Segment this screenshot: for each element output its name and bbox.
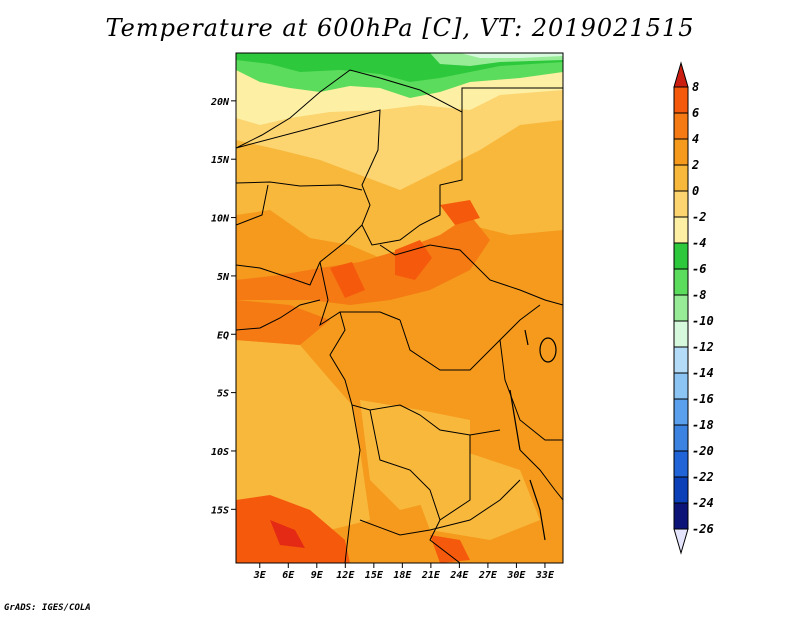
longitude-axis: 3E 6E 9E 12E 15E 18E 21E 24E 27E 30E 33E bbox=[253, 563, 555, 581]
colorbar-label: -12 bbox=[692, 340, 714, 354]
colorbar-swatch bbox=[673, 450, 689, 478]
lon-tick-label: 33E bbox=[535, 570, 555, 581]
colorbar-label: -26 bbox=[692, 522, 714, 536]
colorbar-swatch bbox=[673, 268, 689, 296]
lat-tick-label: 10N bbox=[211, 214, 230, 225]
colorbar-swatch bbox=[673, 164, 689, 192]
colorbar-label: -4 bbox=[692, 236, 706, 250]
colorbar-label: -24 bbox=[692, 496, 714, 510]
colorbar-swatch bbox=[673, 86, 689, 114]
colorbar-label: -10 bbox=[692, 314, 714, 328]
lat-tick-label: 20N bbox=[210, 97, 230, 108]
lon-tick-label: 30E bbox=[506, 570, 526, 581]
lon-tick-label: 9E bbox=[311, 570, 324, 581]
map-title: Temperature at 600hPa [C], VT: 201902151… bbox=[105, 14, 695, 42]
colorbar-swatch bbox=[673, 502, 689, 530]
lon-tick-label: 6E bbox=[282, 570, 295, 581]
lon-tick-label: 3E bbox=[253, 570, 267, 581]
lat-tick-label: EQ bbox=[217, 330, 229, 341]
map-frame bbox=[235, 52, 564, 564]
colorbar-label: -2 bbox=[692, 210, 706, 224]
colorbar-swatch bbox=[673, 216, 689, 244]
colorbar-label: -20 bbox=[692, 444, 714, 458]
colorbar-swatch bbox=[673, 424, 689, 452]
lon-tick-label: 18E bbox=[393, 570, 412, 581]
lat-tick-label: 5N bbox=[217, 272, 230, 283]
colorbar-swatch bbox=[673, 138, 689, 166]
lat-tick-label: 10S bbox=[211, 447, 229, 458]
colorbar-swatch bbox=[673, 476, 689, 504]
lakes bbox=[509, 329, 557, 541]
colorbar-swatch bbox=[673, 294, 689, 322]
country-borders bbox=[236, 69, 563, 563]
latitude-axis: 20N 15N 10N 5N EQ 5S 10S 15S bbox=[210, 97, 236, 516]
colorbar-label: 0 bbox=[692, 184, 699, 198]
colorbar: 8 6 4 2 0 -2 -4 -6 -8 -10 -12 -14 -16 -18 -20 -22 -24 -26 bbox=[673, 61, 714, 555]
lon-tick-label: 24E bbox=[449, 570, 469, 581]
lon-tick-label: 21E bbox=[421, 570, 441, 581]
lon-tick-label: 12E bbox=[336, 570, 355, 581]
colorbar-label: -22 bbox=[692, 470, 714, 484]
colorbar-label: -16 bbox=[692, 392, 714, 406]
contour-fill bbox=[236, 53, 563, 563]
colorbar-swatch bbox=[673, 372, 689, 400]
colorbar-label: 8 bbox=[692, 80, 699, 94]
lat-tick-label: 15N bbox=[211, 155, 230, 166]
colorbar-swatch bbox=[673, 398, 689, 426]
lat-tick-label: 5S bbox=[217, 389, 229, 400]
colorbar-label: -18 bbox=[692, 418, 714, 432]
colorbar-top-arrow bbox=[673, 61, 689, 88]
colorbar-label: 2 bbox=[691, 158, 699, 172]
lon-tick-label: 27E bbox=[478, 570, 498, 581]
colorbar-bottom-arrow bbox=[673, 528, 689, 555]
colorbar-swatch bbox=[673, 320, 689, 348]
lat-tick-label: 15S bbox=[211, 505, 229, 516]
lon-tick-label: 15E bbox=[365, 570, 384, 581]
colorbar-swatch bbox=[673, 112, 689, 140]
colorbar-label: -8 bbox=[692, 288, 706, 302]
colorbar-swatch bbox=[673, 242, 689, 270]
colorbar-label: -6 bbox=[692, 262, 706, 276]
colorbar-label: 4 bbox=[692, 132, 699, 146]
colorbar-label: -14 bbox=[692, 366, 714, 380]
colorbar-swatch bbox=[673, 190, 689, 218]
colorbar-label: 6 bbox=[692, 106, 699, 120]
colorbar-swatch bbox=[673, 346, 689, 374]
grads-credit: GrADS: IGES/COLA bbox=[4, 603, 91, 613]
